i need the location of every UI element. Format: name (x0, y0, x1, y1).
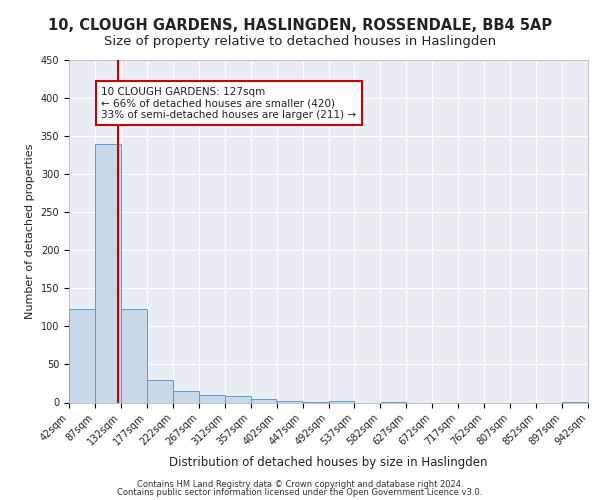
Bar (251, 398, 277, 402)
Text: Contains HM Land Registry data © Crown copyright and database right 2024.: Contains HM Land Registry data © Crown c… (137, 480, 463, 489)
Text: Contains public sector information licensed under the Open Government Licence v3: Contains public sector information licen… (118, 488, 482, 497)
Bar (121, 309, 147, 402)
Bar (173, 391, 199, 402)
Bar (147, 380, 173, 402)
Bar (199, 395, 224, 402)
Bar (277, 401, 302, 402)
Text: 10, CLOUGH GARDENS, HASLINGDEN, ROSSENDALE, BB4 5AP: 10, CLOUGH GARDENS, HASLINGDEN, ROSSENDA… (48, 18, 552, 32)
Text: 10 CLOUGH GARDENS: 127sqm
← 66% of detached houses are smaller (420)
33% of semi: 10 CLOUGH GARDENS: 127sqm ← 66% of detac… (101, 86, 356, 120)
Text: Size of property relative to detached houses in Haslingden: Size of property relative to detached ho… (104, 35, 496, 48)
Bar (95, 144, 121, 402)
X-axis label: Distribution of detached houses by size in Haslingden: Distribution of detached houses by size … (169, 456, 488, 468)
Y-axis label: Number of detached properties: Number of detached properties (25, 144, 35, 319)
Bar (225, 396, 251, 402)
Bar (69, 309, 95, 402)
Bar (329, 401, 355, 402)
